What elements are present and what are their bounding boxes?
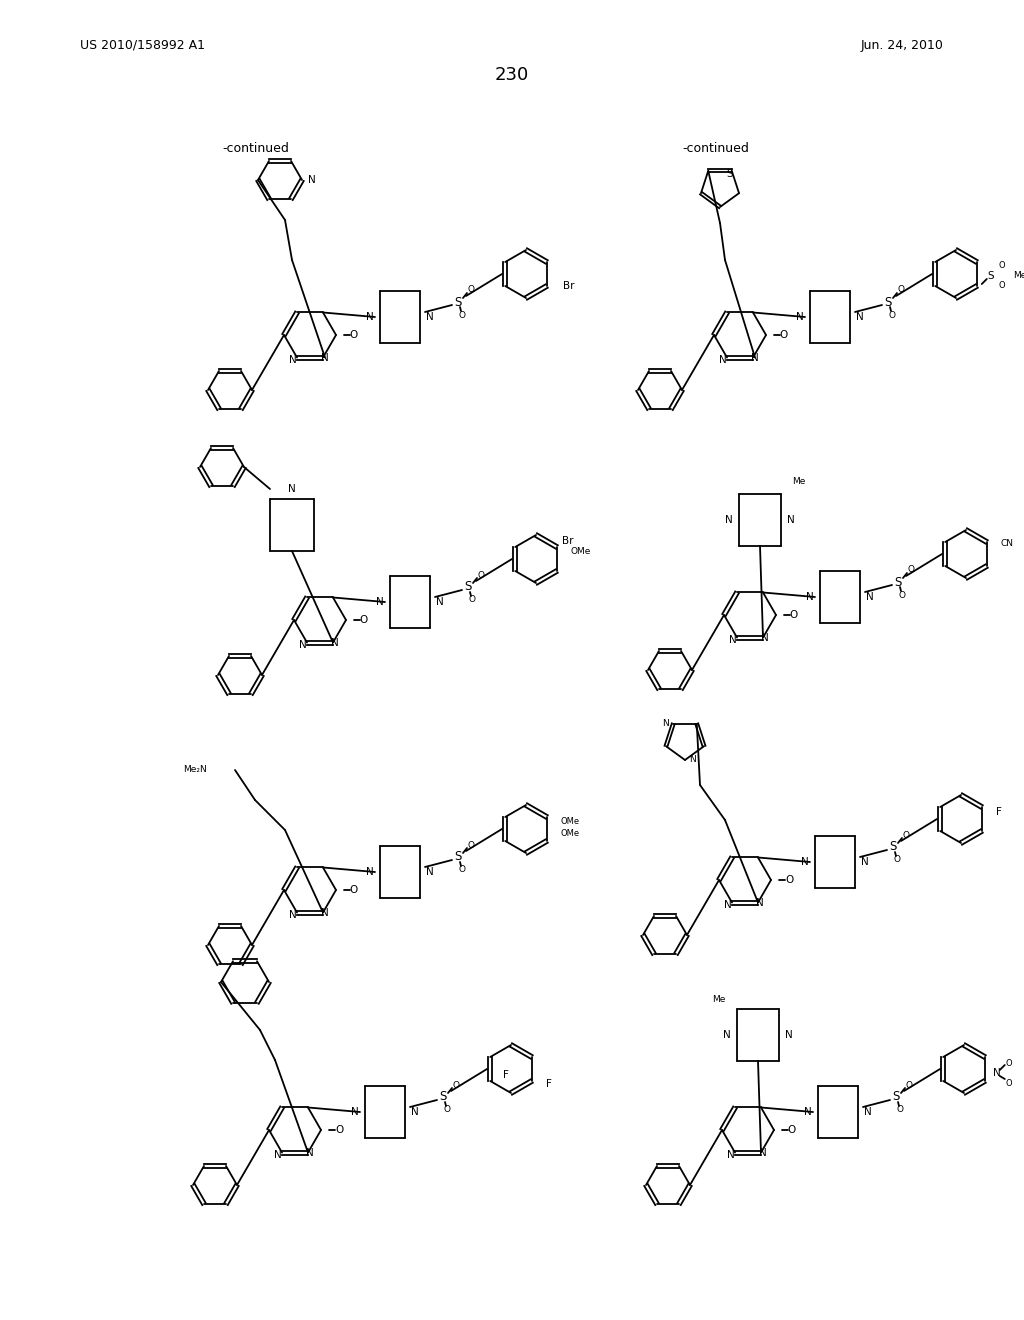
Text: N: N xyxy=(866,591,873,602)
Text: N: N xyxy=(725,515,733,525)
Text: N: N xyxy=(856,312,864,322)
Text: N: N xyxy=(306,1147,314,1158)
Text: N: N xyxy=(351,1107,358,1117)
Text: O: O xyxy=(469,595,475,605)
Text: OMe: OMe xyxy=(570,548,591,557)
Text: N: N xyxy=(804,1107,812,1117)
Text: N: N xyxy=(756,898,764,908)
Text: 230: 230 xyxy=(495,66,529,84)
Text: O: O xyxy=(1006,1078,1012,1088)
Text: N: N xyxy=(299,639,307,649)
Text: N: N xyxy=(367,312,374,322)
Text: S: S xyxy=(439,1090,446,1104)
Text: O: O xyxy=(335,1125,343,1135)
Text: O: O xyxy=(790,610,798,620)
Text: N: N xyxy=(322,352,329,363)
Text: N: N xyxy=(411,1107,419,1117)
Text: N: N xyxy=(993,1068,1000,1078)
Text: O: O xyxy=(350,884,358,895)
Text: O: O xyxy=(889,310,896,319)
Text: N: N xyxy=(759,1147,767,1158)
Text: N: N xyxy=(274,1150,282,1159)
Text: F: F xyxy=(995,807,1001,817)
Text: F: F xyxy=(546,1078,552,1089)
Text: N: N xyxy=(727,1150,735,1159)
Text: Br: Br xyxy=(563,281,574,290)
Text: O: O xyxy=(459,866,466,874)
Text: US 2010/158992 A1: US 2010/158992 A1 xyxy=(80,38,205,51)
Text: N: N xyxy=(367,867,374,876)
Text: N: N xyxy=(787,515,795,525)
Text: OMe: OMe xyxy=(561,829,580,837)
Text: N: N xyxy=(723,1030,731,1040)
Text: N: N xyxy=(801,857,809,867)
Text: N: N xyxy=(729,635,737,644)
Text: O: O xyxy=(1006,1059,1012,1068)
Text: O: O xyxy=(468,841,474,850)
Text: CN: CN xyxy=(1000,540,1014,549)
Text: N: N xyxy=(331,638,339,648)
Text: N: N xyxy=(719,355,727,364)
Text: O: O xyxy=(905,1081,912,1089)
Text: N: N xyxy=(752,352,759,363)
Text: S: S xyxy=(892,1090,900,1104)
Text: Me₂N: Me₂N xyxy=(183,766,207,775)
Text: N: N xyxy=(662,719,669,729)
Text: S: S xyxy=(726,169,733,178)
Text: O: O xyxy=(443,1106,451,1114)
Text: N: N xyxy=(689,755,696,764)
Text: O: O xyxy=(902,830,909,840)
Text: S: S xyxy=(885,296,892,309)
Text: S: S xyxy=(455,296,462,309)
Text: F: F xyxy=(503,1071,509,1080)
Text: N: N xyxy=(861,857,869,867)
Text: N: N xyxy=(288,484,296,494)
Text: S: S xyxy=(889,841,897,854)
Text: O: O xyxy=(350,330,358,341)
Text: Me: Me xyxy=(713,994,726,1003)
Text: S: S xyxy=(464,581,472,594)
Text: S: S xyxy=(894,576,902,589)
Text: OMe: OMe xyxy=(561,817,580,826)
Text: Me: Me xyxy=(793,478,806,487)
Text: O: O xyxy=(787,1125,796,1135)
Text: O: O xyxy=(453,1081,460,1089)
Text: O: O xyxy=(780,330,788,341)
Text: N: N xyxy=(308,176,315,185)
Text: O: O xyxy=(998,261,1006,271)
Text: O: O xyxy=(907,565,914,574)
Text: O: O xyxy=(894,855,900,865)
Text: O: O xyxy=(784,875,794,884)
Text: O: O xyxy=(897,285,904,294)
Text: N: N xyxy=(761,632,769,643)
Text: N: N xyxy=(289,355,297,364)
Text: Jun. 24, 2010: Jun. 24, 2010 xyxy=(861,38,944,51)
Text: N: N xyxy=(426,312,434,322)
Text: N: N xyxy=(289,909,297,920)
Text: Me: Me xyxy=(1013,272,1024,281)
Text: O: O xyxy=(459,310,466,319)
Text: -continued: -continued xyxy=(683,141,750,154)
Text: O: O xyxy=(477,570,484,579)
Text: Br: Br xyxy=(562,536,573,546)
Text: -continued: -continued xyxy=(222,141,290,154)
Text: S: S xyxy=(987,271,994,281)
Text: S: S xyxy=(455,850,462,863)
Text: O: O xyxy=(898,590,905,599)
Text: O: O xyxy=(998,281,1006,290)
Text: O: O xyxy=(359,615,368,624)
Text: N: N xyxy=(322,908,329,917)
Text: N: N xyxy=(806,591,814,602)
Text: N: N xyxy=(785,1030,793,1040)
Text: N: N xyxy=(426,867,434,876)
Text: N: N xyxy=(864,1107,871,1117)
Text: N: N xyxy=(376,597,384,607)
Text: N: N xyxy=(724,899,732,909)
Text: O: O xyxy=(468,285,474,294)
Text: N: N xyxy=(796,312,804,322)
Text: N: N xyxy=(436,597,443,607)
Text: O: O xyxy=(896,1106,903,1114)
